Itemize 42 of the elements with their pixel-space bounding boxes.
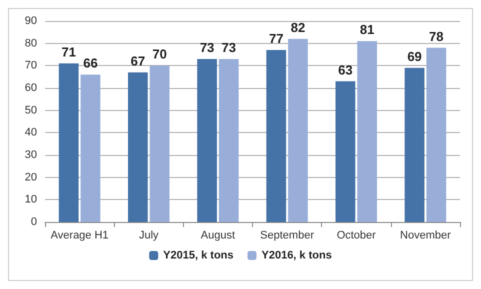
bar — [404, 68, 424, 222]
x-tick-label: Average H1 — [50, 230, 109, 242]
bar — [288, 38, 308, 222]
data-label: 82 — [290, 20, 306, 35]
data-label: 63 — [338, 62, 353, 78]
y-tick-label: 40 — [24, 126, 37, 139]
data-label: 81 — [360, 22, 374, 38]
data-label: 73 — [200, 40, 214, 55]
legend-label: Y2015, k tons — [163, 250, 234, 262]
y-tick-label: 70 — [24, 60, 37, 72]
y-tick-label: 10 — [24, 194, 37, 206]
data-label: 77 — [268, 31, 284, 46]
data-label: 73 — [222, 40, 236, 55]
y-tick-label: 90 — [24, 15, 37, 27]
bar — [426, 48, 446, 222]
y-tick-label: 80 — [24, 37, 37, 50]
data-label: 71 — [61, 44, 76, 60]
data-label: 66 — [83, 56, 98, 71]
data-label: 78 — [429, 28, 444, 44]
x-tick-label: August — [200, 230, 236, 242]
data-label: 70 — [152, 46, 167, 62]
x-tick-label: September — [260, 230, 314, 242]
y-tick-label: 50 — [24, 104, 37, 116]
data-label: 69 — [407, 48, 422, 64]
bar — [197, 58, 217, 222]
x-tick-label: July — [138, 230, 160, 242]
bar — [336, 81, 356, 222]
x-tick-label: October — [336, 230, 376, 242]
bar — [357, 41, 377, 222]
bar — [150, 66, 170, 222]
data-label: 67 — [130, 53, 146, 68]
y-tick-label: 30 — [24, 149, 37, 161]
y-tick-label: 60 — [24, 82, 37, 94]
bar — [80, 74, 100, 222]
bar — [128, 72, 148, 222]
bar — [58, 63, 79, 222]
bar — [266, 50, 286, 222]
legend-label: Y2016, k tons — [262, 250, 332, 262]
bar — [218, 58, 239, 222]
y-tick-label: 0 — [30, 216, 37, 228]
x-tick-label: November — [400, 230, 452, 242]
y-tick-label: 20 — [24, 171, 37, 184]
